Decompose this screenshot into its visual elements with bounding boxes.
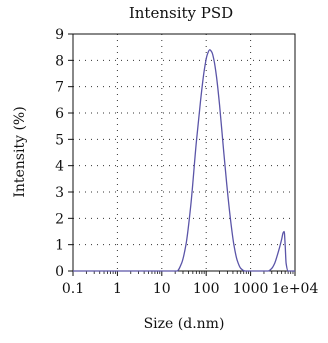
- y-tick-label: 4: [55, 159, 64, 175]
- chart-title: Intensity PSD: [129, 4, 233, 22]
- x-tick-label: 1e+04: [272, 281, 319, 297]
- y-tick-label: 2: [55, 211, 64, 227]
- y-tick-label: 7: [55, 80, 64, 96]
- y-tick-label: 3: [55, 185, 64, 201]
- y-tick-label: 9: [55, 27, 64, 43]
- x-axis-label: Size (d.nm): [144, 316, 225, 332]
- y-tick-label: 8: [55, 53, 64, 69]
- axis-ticks: 0.1 1 10 100 1000 1e+04 0 1 2 3 4 5 6 7 8 9: [55, 27, 318, 297]
- series-line: [72, 49, 295, 272]
- x-tick-label: 10: [153, 281, 171, 297]
- y-tick-label: 6: [55, 106, 64, 122]
- y-tick-label: 5: [55, 132, 64, 148]
- x-tick-label: 0.1: [62, 281, 84, 297]
- x-tick-label: 1: [113, 281, 122, 297]
- x-tick-label: 100: [193, 281, 220, 297]
- y-tick-label: 0: [55, 264, 64, 280]
- x-tick-label: 1000: [233, 281, 269, 297]
- y-tick-label: 1: [55, 238, 64, 254]
- y-axis-label: Intensity (%): [12, 106, 28, 197]
- grid-lines: [73, 34, 295, 271]
- plot-frame: [72, 33, 296, 272]
